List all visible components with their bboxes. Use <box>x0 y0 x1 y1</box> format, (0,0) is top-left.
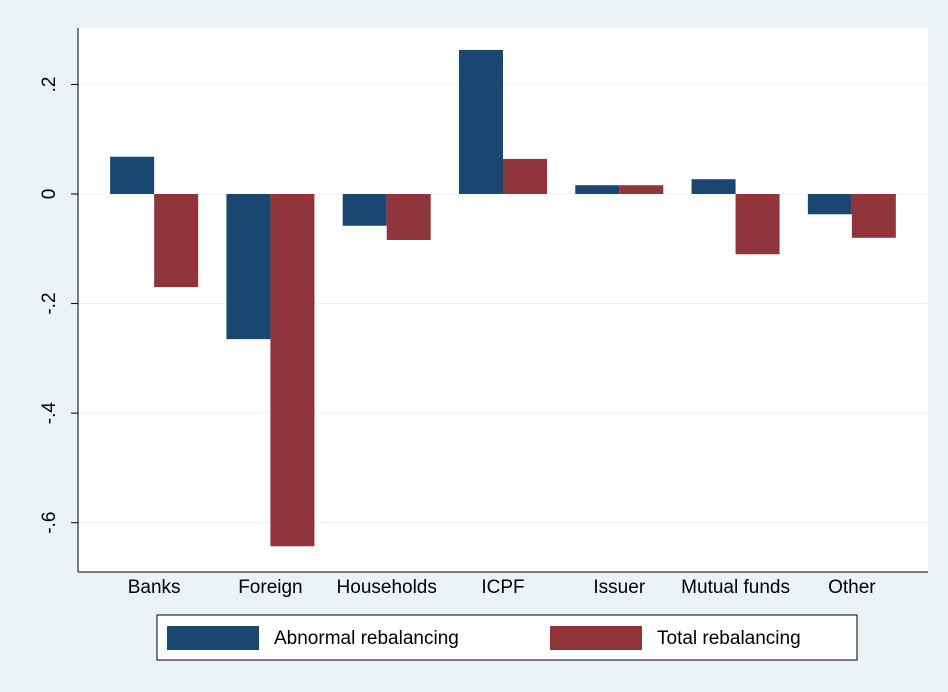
legend-swatch <box>167 626 259 650</box>
bar <box>807 193 852 215</box>
bar <box>386 193 431 241</box>
bar <box>851 193 896 238</box>
x-tick-label: ICPF <box>481 577 524 598</box>
bar <box>154 193 199 288</box>
bar <box>459 49 503 194</box>
legend-label: Total rebalancing <box>657 628 801 649</box>
bar <box>691 179 736 194</box>
x-tick-label: Banks <box>128 577 181 598</box>
bar <box>503 158 547 194</box>
y-tick-label: -.2 <box>39 292 60 314</box>
bar <box>226 193 271 340</box>
y-tick-label: -.6 <box>39 512 60 534</box>
x-tick-label: Households <box>337 577 437 598</box>
y-tick-label: .2 <box>39 76 60 92</box>
bar <box>110 156 155 194</box>
legend-label: Abnormal rebalancing <box>274 628 459 649</box>
x-tick-label: Other <box>828 577 876 598</box>
bar <box>575 185 620 194</box>
y-tick-label: -.4 <box>39 402 60 425</box>
y-tick-label: 0 <box>39 189 60 200</box>
legend-swatch <box>550 626 642 650</box>
bar <box>342 193 387 226</box>
bars <box>110 49 896 547</box>
x-tick-label: Foreign <box>238 577 302 598</box>
bar <box>735 193 780 255</box>
bar <box>270 193 315 547</box>
x-tick-label: Issuer <box>593 577 645 598</box>
x-tick-label: Mutual funds <box>681 577 790 598</box>
bar <box>619 185 664 194</box>
legend <box>156 614 858 661</box>
